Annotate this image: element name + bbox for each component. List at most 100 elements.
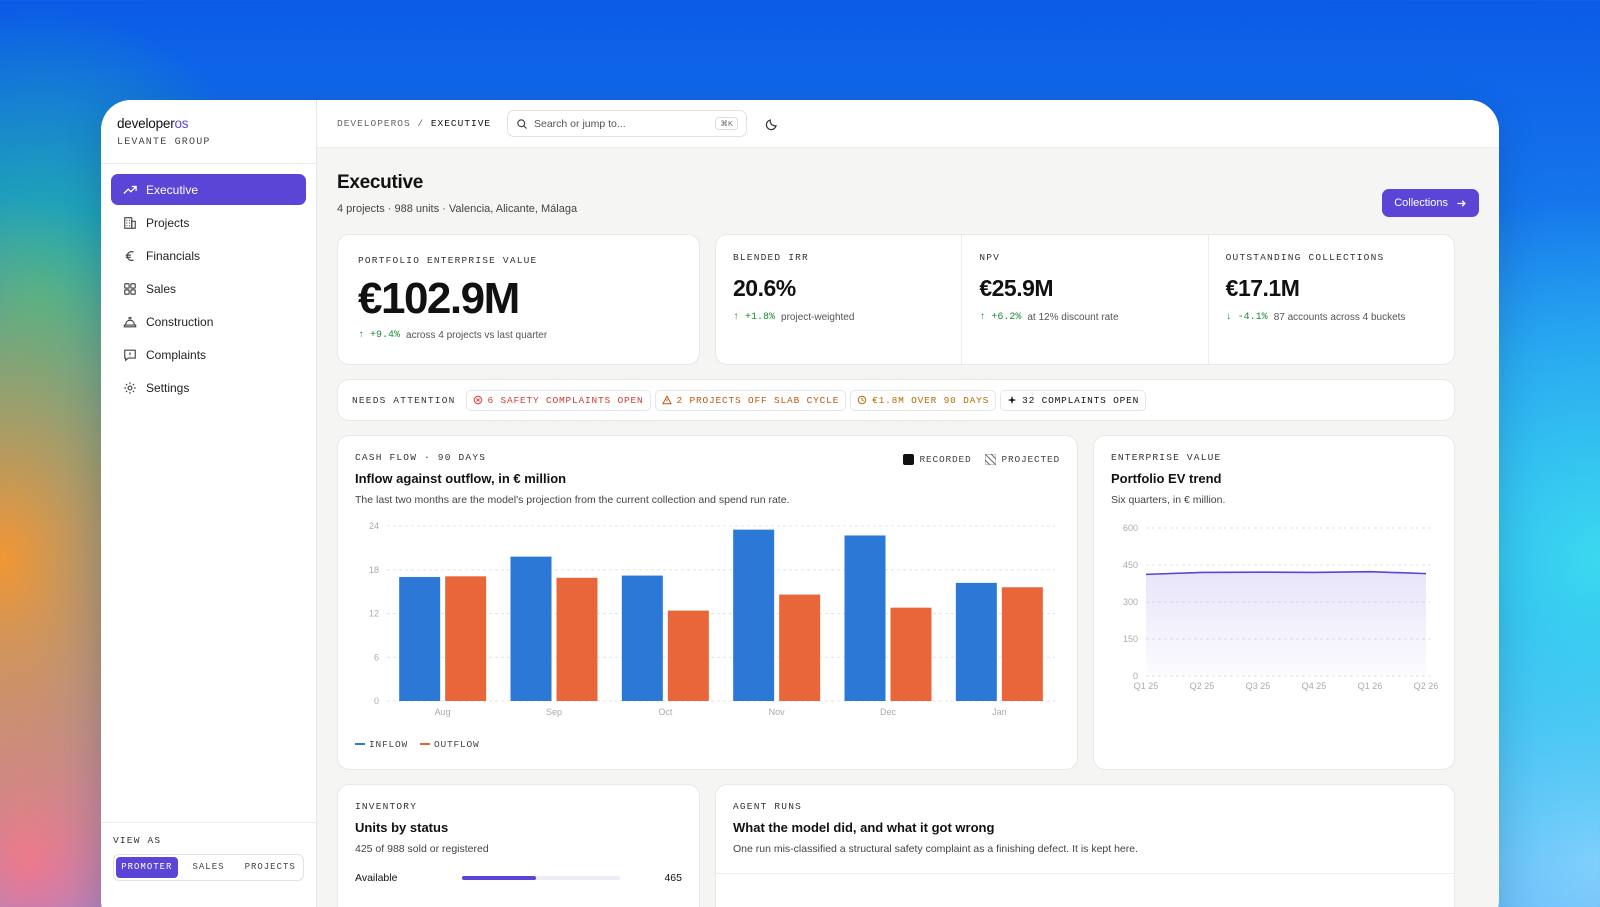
search-icon xyxy=(517,118,527,129)
inventory-title: Units by status xyxy=(355,820,449,835)
chip-over-90-days[interactable]: €1.8M OVER 90 DAYS xyxy=(850,389,997,411)
inventory-row-bar-track xyxy=(462,876,620,880)
bar-inflow-sep[interactable] xyxy=(510,556,552,701)
x-tick-label: Q3 25 xyxy=(1246,681,1271,691)
projected-swatch xyxy=(985,454,997,465)
sidebar-item-label: Sales xyxy=(146,281,177,296)
chip-complaints-open[interactable]: 32 COMPLAINTS OPEN xyxy=(1000,389,1147,411)
sidebar-nav: Executive Projects Financials Sales Cons… xyxy=(101,164,316,415)
sidebar-item-label: Construction xyxy=(146,314,214,329)
bar-inflow-aug[interactable] xyxy=(399,577,441,701)
brand-name-suffix: os xyxy=(174,116,189,131)
page-subtitle: 4 projects · 988 units · Valencia, Alica… xyxy=(337,203,578,215)
legend-projected: PROJECTED xyxy=(985,454,1060,465)
legend-inflow: INFLOW xyxy=(355,739,408,750)
y-tick-label: 24 xyxy=(369,521,379,531)
kpi-value: 20.6% xyxy=(733,275,796,301)
sidebar-item-settings[interactable]: Settings xyxy=(111,372,306,403)
warning-icon xyxy=(661,395,672,405)
kpi-card-npv: NPV €25.9M ↑ +6.2% at 12% discount rate xyxy=(962,235,1209,364)
kpi-delta-note: 87 accounts across 4 buckets xyxy=(1273,312,1406,323)
bar-outflow-aug[interactable] xyxy=(445,576,487,701)
brand-logo[interactable]: developeros xyxy=(117,116,300,131)
sidebar-item-sales[interactable]: Sales xyxy=(111,273,306,304)
ev-trend-chart: 0 150 300 450 600 Q1 25 Q2 25 Q3 25 Q4 25 Q1 26 Q2… xyxy=(1123,523,1438,691)
x-tick-label: Sep xyxy=(546,707,562,717)
inventory-row-value: 465 xyxy=(664,872,682,884)
sidebar-item-financials[interactable]: Financials xyxy=(111,240,306,271)
x-tick-label: Oct xyxy=(658,707,673,717)
x-tick-label: Q1 26 xyxy=(1358,681,1383,691)
sidebar-item-executive[interactable]: Executive xyxy=(111,174,306,205)
sidebar-item-complaints[interactable]: Complaints xyxy=(111,339,306,370)
bar-inflow-dec[interactable] xyxy=(844,535,886,701)
view-as-sales[interactable]: SALES xyxy=(192,862,225,872)
sidebar-item-projects[interactable]: Projects xyxy=(111,207,306,238)
view-as-projects[interactable]: PROJECTS xyxy=(244,862,296,872)
x-tick-label: Jan xyxy=(992,707,1007,717)
bar-outflow-dec[interactable] xyxy=(890,607,932,701)
bar-inflow-jan[interactable] xyxy=(955,582,997,701)
kpi-label: BLENDED IRR xyxy=(733,252,809,263)
gear-icon xyxy=(123,381,137,395)
kpi-delta-note: project-weighted xyxy=(781,312,855,323)
view-as-promoter[interactable]: PROMOTER xyxy=(116,857,178,878)
ev-trend-kicker: ENTERPRISE VALUE xyxy=(1111,452,1222,463)
legend-outflow: OUTFLOW xyxy=(420,739,480,750)
x-circle-icon xyxy=(473,395,482,405)
sidebar-item-label: Complaints xyxy=(146,347,207,362)
view-as-label: VIEW AS xyxy=(113,835,162,846)
search-shortcut: ⌘K xyxy=(715,117,738,130)
collections-button[interactable]: Collections xyxy=(1382,189,1479,217)
moon-icon[interactable] xyxy=(765,117,779,131)
kpi-label: PORTFOLIO ENTERPRISE VALUE xyxy=(358,255,538,266)
cashflow-kicker: CASH FLOW · 90 DAYS xyxy=(355,452,487,463)
inventory-row-available: Available 465 xyxy=(355,872,682,884)
agent-runs-title: What the model did, and what it got wron… xyxy=(733,820,995,835)
bar-outflow-nov[interactable] xyxy=(779,594,821,701)
search-placeholder: Search or jump to... xyxy=(534,117,626,130)
org-name: LEVANTE GROUP xyxy=(117,137,211,148)
bar-inflow-oct[interactable] xyxy=(621,575,663,701)
recorded-swatch xyxy=(903,454,915,465)
bar-inflow-nov[interactable] xyxy=(733,529,775,701)
y-tick-label: 300 xyxy=(1123,597,1138,607)
y-tick-label: 600 xyxy=(1123,523,1138,533)
view-as-panel: VIEW AS PROMOTER SALES PROJECTS xyxy=(101,822,316,893)
agent-runs-card: AGENT RUNS What the model did, and what … xyxy=(715,784,1455,907)
bar-outflow-oct[interactable] xyxy=(667,610,709,701)
y-tick-label: 18 xyxy=(369,565,379,575)
page-title: Executive xyxy=(337,172,424,193)
sparkle-icon xyxy=(1007,395,1017,405)
view-as-switcher: PROMOTER SALES PROJECTS xyxy=(113,854,304,881)
kpi-value: €102.9M xyxy=(358,274,520,323)
chip-text: €1.8M OVER 90 DAYS xyxy=(872,394,990,406)
sidebar-item-label: Executive xyxy=(146,182,199,197)
x-tick-label: Aug xyxy=(435,707,451,717)
cashflow-chart: 0 6 12 18 24 Aug Sep Oct Nov Dec Jan xyxy=(369,521,1055,717)
sidebar-item-label: Financials xyxy=(146,248,201,263)
bar-outflow-sep[interactable] xyxy=(556,577,598,701)
kpi-delta: ↓ -4.1% 87 accounts across 4 buckets xyxy=(1226,312,1437,323)
chip-text: 32 COMPLAINTS OPEN xyxy=(1022,394,1140,406)
kpi-value: €25.9M xyxy=(979,275,1054,301)
topbar: DEVELOPEROS / EXECUTIVE Search or jump t… xyxy=(317,100,1499,148)
breadcrumb-root[interactable]: DEVELOPEROS xyxy=(337,118,411,129)
chip-off-slab-cycle[interactable]: 2 PROJECTS OFF SLAB CYCLE xyxy=(654,389,847,411)
ev-line[interactable] xyxy=(1145,570,1427,576)
inventory-desc: 425 of 988 sold or registered xyxy=(355,843,489,855)
main-area: DEVELOPEROS / EXECUTIVE Search or jump t… xyxy=(317,100,1499,907)
kpi-value: €17.1M xyxy=(1225,275,1300,301)
kpi-card-irr: BLENDED IRR 20.6% ↑ +1.8% project-weight… xyxy=(716,235,963,364)
x-tick-label: Q1 25 xyxy=(1134,681,1159,691)
chip-safety-complaints[interactable]: 6 SAFETY COMPLAINTS OPEN xyxy=(465,389,651,411)
ev-trend-desc: Six quarters, in € million. xyxy=(1111,494,1226,506)
x-tick-label: Q2 25 xyxy=(1190,681,1215,691)
kpi-group: BLENDED IRR 20.6% ↑ +1.8% project-weight… xyxy=(715,234,1455,365)
cashflow-legend-bottom: INFLOW OUTFLOW xyxy=(355,739,480,750)
bar-outflow-jan[interactable] xyxy=(1001,587,1043,701)
search-input[interactable]: Search or jump to... ⌘K xyxy=(507,110,747,137)
sidebar-item-construction[interactable]: Construction xyxy=(111,306,306,337)
message-alert-icon xyxy=(123,348,137,362)
kpi-delta-value: ↑ +9.4% xyxy=(358,330,401,341)
